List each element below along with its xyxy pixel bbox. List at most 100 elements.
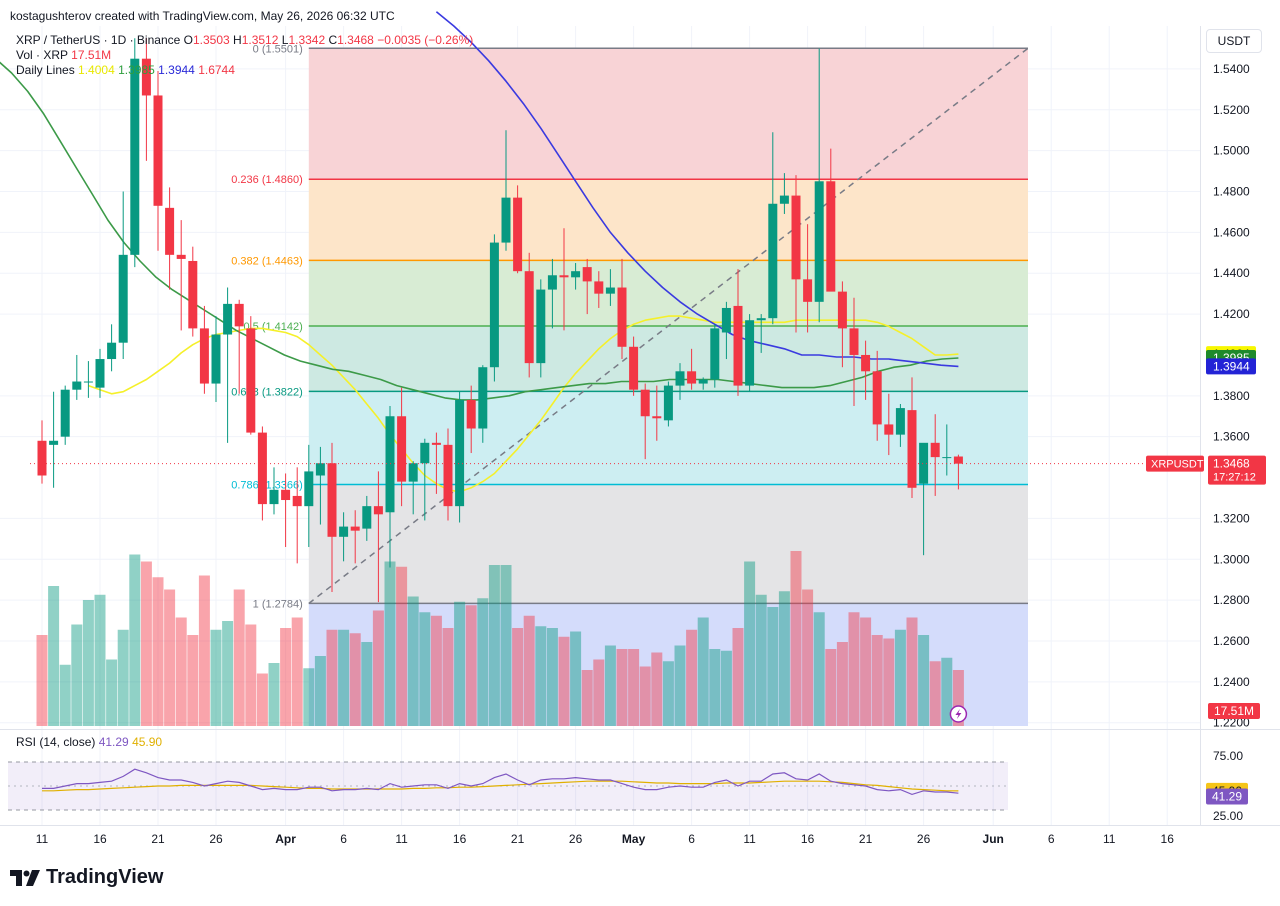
candle	[756, 314, 766, 353]
volume-bar	[744, 561, 756, 726]
candle	[582, 258, 592, 315]
candle-body	[49, 440, 59, 445]
candle-body	[223, 303, 233, 335]
volume-bar	[349, 633, 361, 726]
candle	[327, 442, 337, 592]
candle-body	[327, 463, 337, 537]
rsi-tick-label: 25.00	[1213, 809, 1243, 823]
symbol-legend-row: XRP / TetherUS · 1D · Binance O1.3503 H1…	[16, 33, 473, 48]
candle-body	[397, 416, 407, 482]
candle-body	[188, 260, 198, 329]
candle-body	[953, 456, 963, 464]
candle	[861, 340, 871, 400]
volume-bar	[94, 594, 106, 726]
time-tick-label: 26	[569, 832, 583, 846]
candle-body	[675, 371, 685, 386]
candle-body	[292, 495, 302, 507]
volume-bar	[396, 566, 408, 726]
candle-body	[849, 328, 859, 355]
candle-body	[257, 432, 267, 505]
time-tick-label: May	[622, 832, 646, 846]
rsi-series-line	[42, 768, 959, 796]
candle-body	[246, 328, 256, 433]
symbol-tag	[1146, 455, 1204, 472]
candle-body	[791, 195, 801, 280]
time-tick-label: 21	[511, 832, 525, 846]
candle	[559, 228, 569, 331]
candle-body	[884, 424, 894, 435]
price-tick-label: 1.5400	[1213, 62, 1250, 76]
volume-bar	[140, 561, 152, 726]
time-tick-label: 16	[93, 832, 107, 846]
time-tick-label: 11	[743, 832, 756, 846]
volume-bar	[419, 612, 431, 726]
main-legend: XRP / TetherUS · 1D · Binance O1.3503 H1…	[16, 33, 473, 78]
candle	[536, 279, 546, 378]
candle	[141, 38, 151, 161]
currency-button[interactable]: USDT	[1206, 29, 1262, 53]
candle-body	[176, 254, 186, 259]
volume-bar	[651, 652, 663, 726]
fib-zone	[308, 484, 1028, 604]
volume-bar	[71, 624, 83, 726]
volume-label[interactable]: Vol · XRP	[16, 48, 68, 62]
volume-bar	[465, 605, 477, 726]
price-axis[interactable]: 1.5400 1.5200 1.5000 1.4800 1.4600 1.4400 1.42…	[1146, 62, 1266, 730]
candle-body	[803, 279, 813, 302]
tradingview-logo[interactable]: TradingView	[10, 866, 163, 889]
volume-legend-row: Vol · XRP 17.51M	[16, 48, 473, 63]
candle	[83, 361, 93, 398]
fibonacci-retracement[interactable]: 0 (1.5501) 0.236 (1.4860) 0.382 (1.4463) 0.…	[231, 43, 1028, 726]
time-tick-label: 16	[1161, 832, 1175, 846]
candle	[605, 269, 615, 306]
candle	[420, 438, 430, 521]
candle	[663, 381, 673, 427]
candle-body	[234, 303, 244, 327]
volume-bars	[36, 551, 964, 726]
volume-bar	[500, 565, 512, 726]
rsi-tick-label: 75.00	[1213, 749, 1243, 763]
candle-body	[72, 381, 82, 390]
candle	[745, 314, 755, 392]
volume-bar	[813, 612, 825, 726]
volume-bar	[477, 598, 489, 726]
ma-price-tag-label: 1.3944	[1213, 359, 1250, 373]
candle	[234, 299, 244, 394]
volume-bar	[894, 629, 906, 726]
high-value: 1.3512	[241, 33, 279, 47]
price-tick-label: 1.4800	[1213, 184, 1250, 198]
candle-body	[165, 207, 175, 255]
volume-bar	[175, 617, 187, 726]
close-label: C	[328, 33, 338, 47]
candle-body	[431, 442, 441, 445]
price-tick-label: 1.3000	[1213, 552, 1250, 566]
volume-bar	[686, 629, 698, 726]
last-price-tag-value: 1.3468	[1213, 457, 1250, 471]
volume-bar	[732, 628, 744, 726]
symbol-tag-label: XRPUSDT	[1151, 459, 1204, 471]
candle-body	[640, 389, 650, 417]
candle-body	[872, 371, 882, 425]
symbol-title[interactable]: XRP / TetherUS · 1D · Binance	[16, 33, 181, 47]
tradingview-logo-text: TradingView	[46, 866, 164, 888]
time-tick-label: 26	[917, 832, 931, 846]
time-axis[interactable]: 11 16 21 26 Apr 6 11 16 21 26 May 6 11 16 21 26 Jun 6 11 16	[36, 832, 1174, 846]
volume-bar	[570, 631, 582, 726]
volume-bar	[639, 666, 651, 726]
candle-body	[37, 440, 47, 476]
candle	[803, 224, 813, 333]
rsi-label[interactable]: RSI (14, close)	[16, 735, 96, 749]
candle	[188, 246, 198, 337]
fib-level-label: 0.5 (1.4142)	[243, 321, 302, 333]
daily-lines-label[interactable]: Daily Lines	[16, 63, 75, 77]
tradingview-logo-icon	[10, 869, 40, 886]
candle-body	[895, 408, 905, 435]
candle	[373, 471, 383, 603]
time-tick-label: Jun	[983, 832, 1004, 846]
trend-line[interactable]	[308, 47, 1029, 605]
volume-bar	[48, 586, 60, 726]
candle-body	[826, 181, 836, 292]
candle	[884, 393, 894, 456]
candle-body	[571, 271, 581, 278]
